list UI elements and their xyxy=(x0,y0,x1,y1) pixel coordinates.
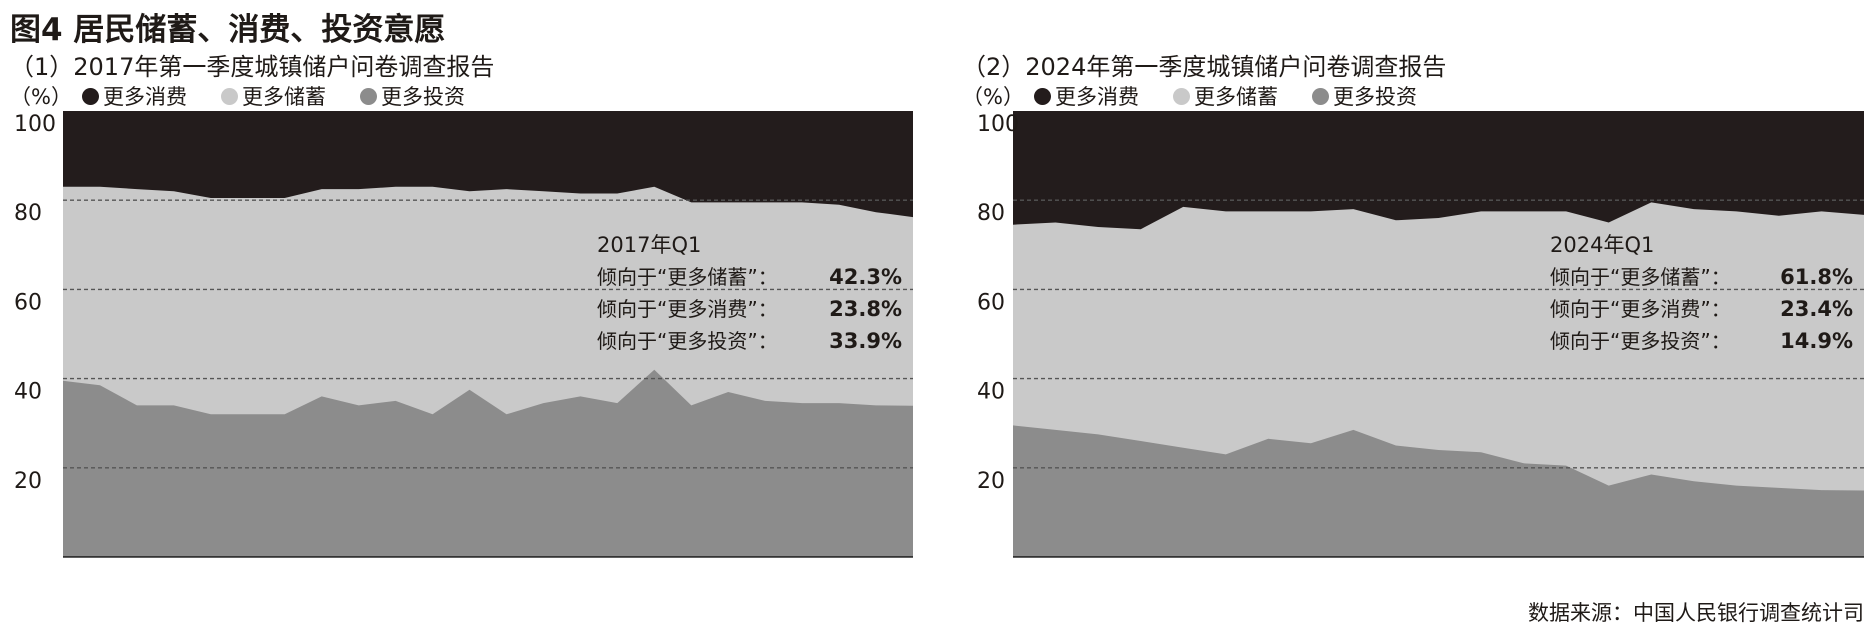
chart-2-legend: （%） 更多消费 更多储蓄 更多投资 xyxy=(962,81,1451,111)
legend-label-consume: 更多消费 xyxy=(1054,85,1139,109)
annotation-label: 倾向于“更多投资”： xyxy=(1550,329,1731,353)
legend-swatch-invest xyxy=(359,87,377,105)
annotation-value: 33.9% xyxy=(829,329,902,353)
y-tick-label: 20 xyxy=(14,469,42,494)
legend-item-consume: 更多消费 xyxy=(81,81,187,111)
chart-1-legend: （%） 更多消费 更多储蓄 更多投资 xyxy=(10,81,499,111)
annotation-value: 14.9% xyxy=(1780,329,1853,353)
y-tick-label: 100 xyxy=(977,112,1019,137)
area-invest xyxy=(63,369,913,557)
figure-title: 图4 居民储蓄、消费、投资意愿 xyxy=(10,12,446,48)
chart-2-title: （2）2024年第一季度城镇储户问卷调查报告 xyxy=(962,53,1447,81)
area-invest xyxy=(1013,425,1864,557)
legend-label-invest: 更多投资 xyxy=(380,85,465,109)
chart-2-unit: （%） xyxy=(962,85,1024,109)
legend-item-invest: 更多投资 xyxy=(1311,81,1417,111)
y-tick-label: 40 xyxy=(977,380,1005,405)
annotation-label: 倾向于“更多消费”： xyxy=(1550,297,1731,321)
chart-1-plot: 100806040202011/Q22012/Q12013/Q12014/Q12… xyxy=(14,111,913,558)
legend-swatch-consume xyxy=(81,87,99,105)
annotation-title: 2024年Q1 xyxy=(1550,233,1654,257)
y-tick-label: 100 xyxy=(14,112,56,137)
y-tick-label: 60 xyxy=(14,290,42,315)
legend-swatch-consume xyxy=(1033,87,1051,105)
annotation-value: 23.8% xyxy=(829,297,902,321)
legend-label-save: 更多储蓄 xyxy=(241,85,326,109)
y-tick-label: 60 xyxy=(977,290,1005,315)
legend-label-invest: 更多投资 xyxy=(1332,85,1417,109)
annotation-label: 倾向于“更多储蓄”： xyxy=(1550,265,1731,289)
legend-item-consume: 更多消费 xyxy=(1033,81,1139,111)
legend-swatch-save xyxy=(220,87,238,105)
chart-1-unit: （%） xyxy=(10,85,72,109)
legend-swatch-invest xyxy=(1311,87,1329,105)
chart-2-plot: 100806040202019/Q12020/Q12021/Q12022/Q12… xyxy=(977,111,1864,558)
legend-item-invest: 更多投资 xyxy=(359,81,465,111)
source-note: 数据来源：中国人民银行调查统计司 xyxy=(1528,601,1864,625)
annotation-label: 倾向于“更多投资”： xyxy=(597,329,778,353)
chart-1-title: （1）2017年第一季度城镇储户问卷调查报告 xyxy=(10,53,495,81)
legend-item-save: 更多储蓄 xyxy=(220,81,326,111)
y-tick-label: 20 xyxy=(977,469,1005,494)
legend-label-consume: 更多消费 xyxy=(102,85,187,109)
y-tick-label: 80 xyxy=(14,201,42,226)
annotation-label: 倾向于“更多消费”： xyxy=(597,297,778,321)
annotation-value: 23.4% xyxy=(1780,297,1853,321)
legend-swatch-save xyxy=(1172,87,1190,105)
legend-item-save: 更多储蓄 xyxy=(1172,81,1278,111)
legend-label-save: 更多储蓄 xyxy=(1193,85,1278,109)
annotation-value: 42.3% xyxy=(829,265,902,289)
annotation-title: 2017年Q1 xyxy=(597,233,701,257)
annotation-label: 倾向于“更多储蓄”： xyxy=(597,265,778,289)
y-tick-label: 40 xyxy=(14,380,42,405)
y-tick-label: 80 xyxy=(977,201,1005,226)
annotation-value: 61.8% xyxy=(1780,265,1853,289)
